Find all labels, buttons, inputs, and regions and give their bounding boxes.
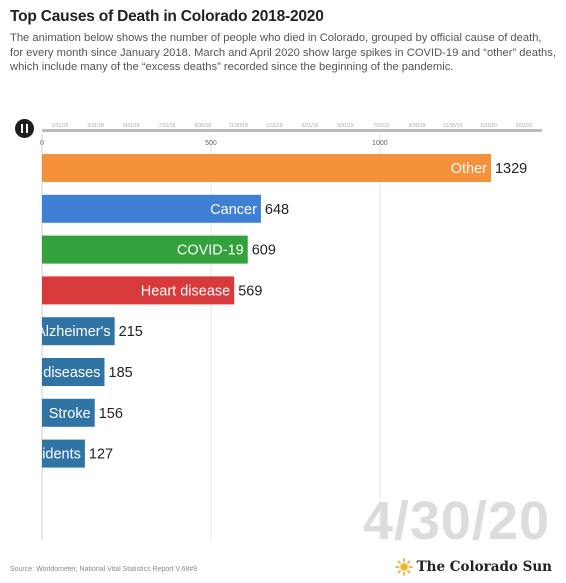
bar-value-label: 127 [89, 447, 113, 463]
bar-value-label: 185 [109, 365, 133, 381]
timeline-label: 5/31/18 [122, 123, 140, 129]
bar-value-label: 1329 [495, 161, 527, 177]
timeline-label: 9/30/19 [408, 123, 426, 129]
bar-category-label: COVID-19 [177, 243, 244, 259]
bar-value-label: 215 [119, 324, 143, 340]
date-label: 4/30/20 [362, 491, 550, 551]
bar-category-label: Heart disease [141, 283, 230, 299]
bar [42, 317, 115, 346]
bar [42, 439, 85, 468]
x-tick-label: 500 [205, 140, 217, 147]
bar [42, 398, 95, 427]
timeline-label: 1/31/20 [480, 123, 497, 129]
chart-title: Top Causes of Death in Colorado 2018-202… [10, 8, 324, 25]
source-note: Source: Worldometer, National Vital Stat… [10, 566, 198, 573]
bar-category-label: Other [451, 161, 487, 177]
timeline-label: 5/31/19 [337, 123, 354, 129]
timeline-label: 11/30/19 [443, 123, 463, 129]
timeline-label: 3/31/19 [301, 123, 319, 129]
bar [42, 154, 491, 182]
bar-category-label: Cancer [210, 202, 257, 218]
brand-name: The Colorado Sun [416, 559, 552, 575]
timeline-progress [42, 129, 542, 132]
chart-subtitle: The animation below shows the number of … [10, 32, 556, 73]
pause-button[interactable] [15, 119, 34, 138]
timeline-label: 3/31/18 [87, 123, 104, 129]
bar-value-label: 156 [99, 406, 123, 422]
bar-category-label: diseases [43, 365, 100, 381]
x-tick-label: 1000 [372, 140, 388, 147]
brand-logo: The Colorado Sun [394, 558, 552, 576]
bar-category-label: Alzheimer's [36, 324, 110, 340]
bar [42, 235, 248, 264]
timeline-label: 7/31/19 [372, 123, 390, 129]
sun-icon [394, 558, 413, 576]
bar [42, 194, 261, 223]
timeline-label: 3/31/20 [515, 123, 533, 129]
bar [42, 276, 235, 305]
timeline-label: 9/30/18 [194, 123, 212, 129]
timeline-slider[interactable]: 1/31/18 3/31/18 5/31/18 7/31/18 9/30/18 11/30… [42, 123, 542, 135]
timeline-label: 11/30/18 [228, 123, 248, 129]
timeline-label: 1/31/18 [51, 123, 69, 129]
bar [42, 358, 105, 386]
pause-icon [21, 124, 28, 133]
bar-value-label: 609 [252, 243, 276, 259]
bar-chart: 05001000Other1329Cancer648COVID-19609Hea… [36, 134, 528, 540]
bar-value-label: 569 [238, 283, 262, 299]
bar-category-label: Stroke [49, 406, 91, 422]
timeline-label: 1/31/19 [265, 123, 283, 129]
timeline-label: 7/31/18 [158, 123, 176, 129]
bar-value-label: 648 [265, 202, 289, 218]
bar-category-label: idents [42, 447, 81, 463]
